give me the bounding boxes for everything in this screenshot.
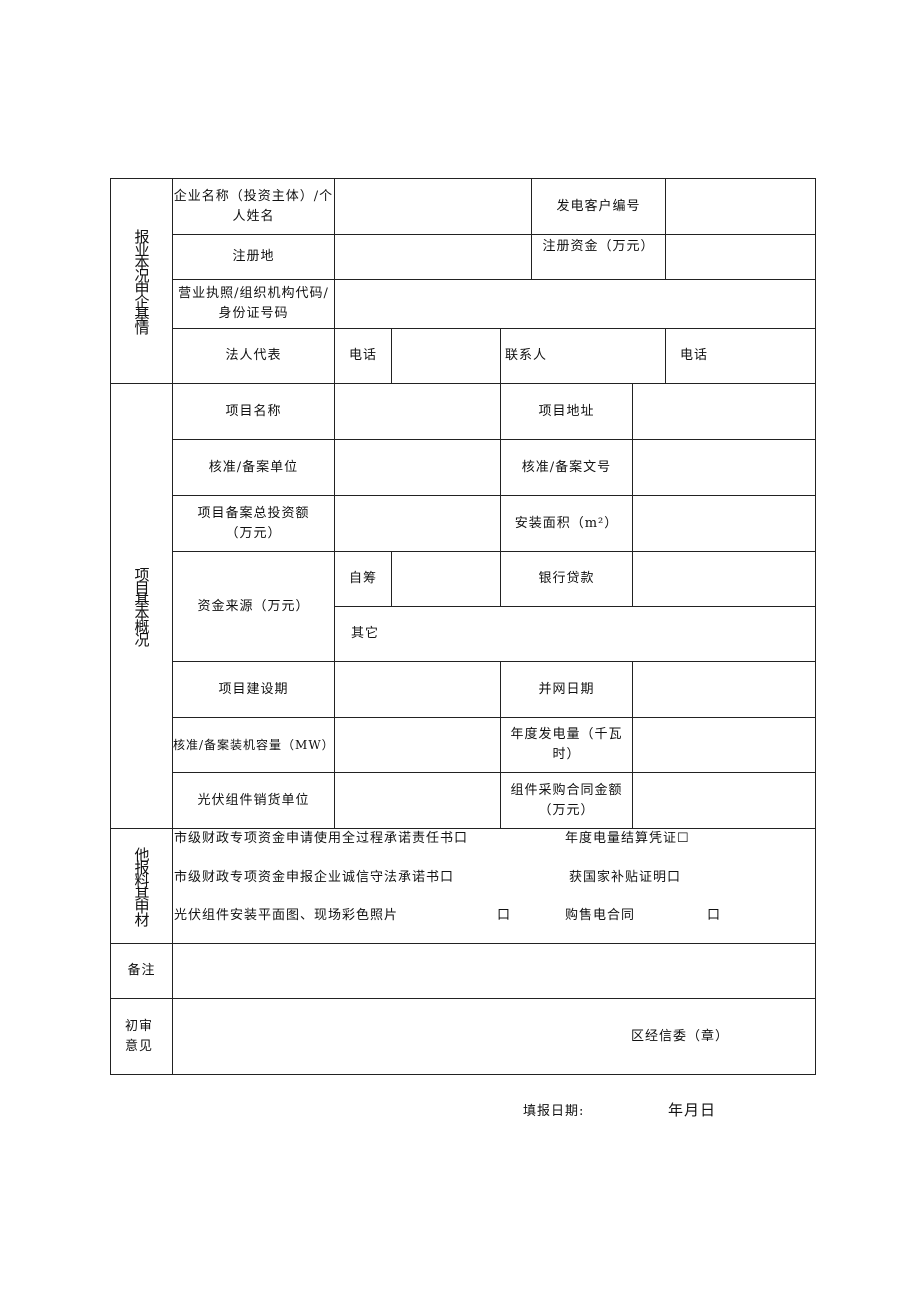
reg-capital-field[interactable] [666,235,816,280]
review-label: 初审意见 [111,999,173,1075]
material-item[interactable]: 获国家补贴证明口 [569,870,682,885]
license-label: 营业执照/组织机构代码/身份证号码 [173,280,335,329]
grid-date-field[interactable] [633,662,816,718]
build-period-label: 项目建设期 [173,662,335,718]
contact-label: 联系人 [501,329,666,384]
bank-loan-label: 银行贷款 [501,552,633,607]
review-seal-text: 区经信委（章） [631,1029,730,1044]
bank-loan-field[interactable] [633,552,816,607]
install-area-label: 安装面积（m²） [501,496,633,552]
project-address-field[interactable] [633,384,816,440]
date-value: 年月日 [668,1101,717,1119]
project-name-label: 项目名称 [173,384,335,440]
approval-unit-field[interactable] [335,440,501,496]
annual-power-label: 年度发电量（千瓦时） [501,718,633,773]
phone-field[interactable] [392,329,501,384]
material-item: 光伏组件安装平面图、现场彩色照片 [174,908,399,923]
license-field[interactable] [335,280,816,329]
material-item: 购售电合同 [565,908,636,923]
capacity-label: 核准/备案装机容量（MW） [173,718,335,773]
grid-date-label: 并网日期 [501,662,633,718]
customer-no-field[interactable] [666,179,816,235]
reg-place-label: 注册地 [173,235,335,280]
remarks-label: 备注 [111,944,173,999]
materials-cell: 市级财政专项资金申请使用全过程承诺责任书口 年度电量结算凭证☐ 市级财政专项资金… [173,829,816,944]
annual-power-field[interactable] [633,718,816,773]
build-period-field[interactable] [335,662,501,718]
self-raised-label: 自筹 [335,552,392,607]
reg-place-field[interactable] [335,235,532,280]
self-raised-field[interactable] [392,552,501,607]
customer-no-label: 发电客户编号 [532,179,666,235]
material-item[interactable]: 市级财政专项资金申报企业诚信守法承诺书口 [174,870,455,885]
project-address-label: 项目地址 [501,384,633,440]
date-label: 填报日期: [523,1104,585,1119]
review-field[interactable]: 区经信委（章） [173,999,816,1075]
section-materials-title: 他报料其申材 [111,829,173,944]
legal-rep-label: 法人代表 [173,329,335,384]
contract-amount-field[interactable] [633,773,816,829]
section-enterprise-title: 报业本况申企基情 [111,179,173,384]
material-item[interactable]: 年度电量结算凭证☐ [565,831,690,846]
section-project-title: 项目基本概况 [111,384,173,829]
total-invest-label: 项目备案总投资额（万元） [173,496,335,552]
checkbox[interactable]: 口 [497,908,512,923]
reg-capital-label: 注册资金（万元） [532,235,666,280]
supplier-label: 光伏组件销货单位 [173,773,335,829]
approval-unit-label: 核准/备案单位 [173,440,335,496]
remarks-field[interactable] [173,944,816,999]
install-area-field[interactable] [633,496,816,552]
phone-label: 电话 [335,329,392,384]
other-fund-label: 其它 [335,607,816,662]
project-name-field[interactable] [335,384,501,440]
total-invest-field[interactable] [335,496,501,552]
capacity-field[interactable] [335,718,501,773]
approval-doc-label: 核准/备案文号 [501,440,633,496]
approval-doc-field[interactable] [633,440,816,496]
company-name-field[interactable] [335,179,532,235]
fund-source-label: 资金来源（万元） [173,552,335,662]
phone2-label: 电话 [666,329,816,384]
application-table: 报业本况申企基情 企业名称（投资主体）/个人姓名 发电客户编号 注册地 注册资金… [110,178,816,1075]
company-name-label: 企业名称（投资主体）/个人姓名 [173,179,335,235]
material-item[interactable]: 市级财政专项资金申请使用全过程承诺责任书口 [174,831,469,846]
supplier-field[interactable] [335,773,501,829]
contract-amount-label: 组件采购合同金额（万元） [501,773,633,829]
checkbox[interactable]: 口 [707,908,722,923]
